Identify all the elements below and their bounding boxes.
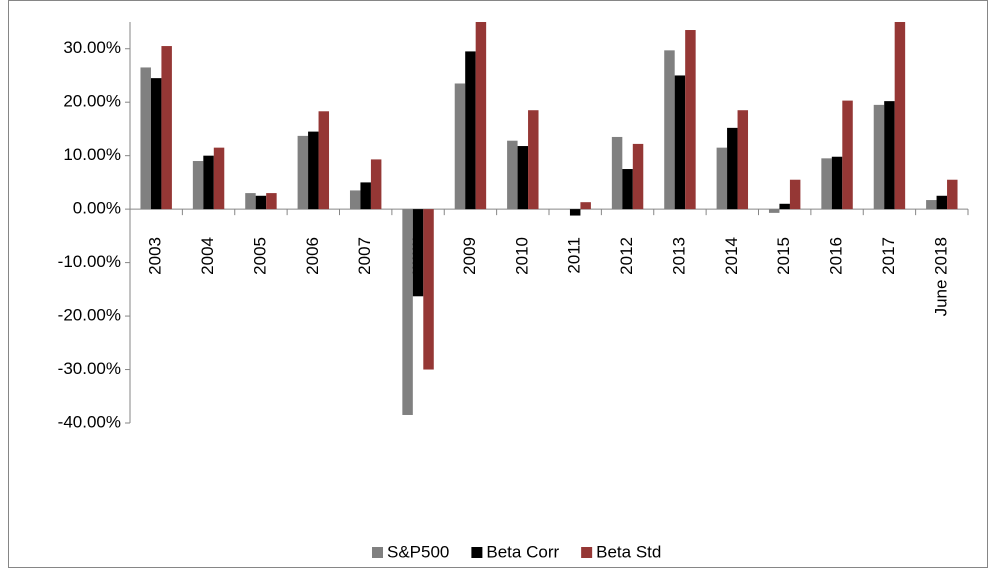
bar bbox=[831, 156, 843, 210]
x-tick-label: 2013 bbox=[669, 237, 688, 275]
y-tick-label: -40.00% bbox=[58, 412, 121, 431]
bar bbox=[580, 202, 591, 210]
bar bbox=[789, 179, 801, 210]
y-tick-label: -30.00% bbox=[58, 359, 121, 378]
x-tick-label: 2017 bbox=[879, 237, 898, 275]
legend-label: Beta Corr bbox=[486, 542, 559, 561]
bar bbox=[423, 209, 434, 370]
x-tick-label: 2004 bbox=[198, 237, 217, 275]
legend-swatch bbox=[581, 547, 593, 558]
bar bbox=[360, 182, 371, 210]
x-tick-label: 2015 bbox=[774, 237, 793, 275]
bar bbox=[150, 78, 162, 210]
bar bbox=[727, 127, 738, 210]
bar bbox=[297, 135, 309, 210]
bar bbox=[454, 83, 466, 210]
bar bbox=[140, 67, 151, 210]
x-tick-label: 2003 bbox=[146, 237, 165, 275]
bar bbox=[203, 155, 214, 210]
bar bbox=[507, 140, 518, 210]
legend-label: S&P500 bbox=[387, 542, 449, 561]
bar bbox=[768, 209, 780, 213]
x-tick-label: 2006 bbox=[303, 237, 322, 275]
bar bbox=[947, 179, 958, 210]
bar bbox=[821, 158, 832, 210]
legend-swatch bbox=[372, 547, 383, 558]
y-tick-label: 0.00% bbox=[73, 199, 121, 218]
bar bbox=[936, 195, 948, 210]
x-tick-label: 2005 bbox=[250, 237, 269, 275]
bar bbox=[192, 161, 204, 210]
y-tick-label: 20.00% bbox=[63, 92, 121, 111]
x-tick-label: 2010 bbox=[512, 237, 531, 275]
y-tick-label: 30.00% bbox=[63, 38, 121, 57]
bar bbox=[266, 193, 277, 210]
bar bbox=[245, 193, 256, 210]
bar bbox=[779, 203, 790, 210]
bar bbox=[664, 50, 675, 210]
bar bbox=[926, 200, 937, 210]
bar bbox=[842, 100, 853, 210]
bar bbox=[402, 209, 413, 415]
bar bbox=[611, 136, 623, 210]
bar bbox=[517, 146, 529, 210]
bar bbox=[349, 190, 361, 210]
bar bbox=[622, 169, 633, 210]
y-tick-label: 10.00% bbox=[63, 145, 121, 164]
x-tick-label: 2009 bbox=[460, 237, 479, 275]
bar bbox=[884, 101, 895, 210]
bar bbox=[674, 75, 686, 210]
bar bbox=[465, 51, 476, 210]
bar bbox=[685, 30, 696, 210]
bar bbox=[412, 209, 424, 297]
bar bbox=[873, 104, 885, 210]
bar bbox=[716, 147, 728, 210]
bar bbox=[308, 131, 319, 210]
y-tick-label: -20.00% bbox=[58, 306, 121, 325]
y-tick-label: -10.00% bbox=[58, 252, 121, 271]
bar bbox=[161, 46, 172, 210]
bar bbox=[528, 110, 539, 210]
legend-swatch bbox=[471, 547, 483, 558]
bar bbox=[318, 111, 330, 210]
bar bbox=[632, 143, 644, 210]
x-tick-label: 2014 bbox=[722, 237, 741, 275]
legend-label: Beta Std bbox=[596, 542, 661, 561]
x-tick-label: 2016 bbox=[827, 237, 846, 275]
bar bbox=[213, 147, 225, 210]
x-tick-label: 2011 bbox=[565, 237, 584, 274]
x-tick-label: 2007 bbox=[355, 237, 374, 275]
x-tick-label: June 2018 bbox=[931, 237, 950, 316]
chart-frame bbox=[8, 0, 988, 568]
bar bbox=[569, 209, 581, 216]
bar bbox=[737, 110, 749, 210]
bar bbox=[255, 195, 267, 210]
bar bbox=[894, 22, 906, 210]
bar bbox=[370, 159, 382, 210]
bar bbox=[475, 22, 487, 210]
x-tick-label: 2012 bbox=[617, 237, 636, 275]
